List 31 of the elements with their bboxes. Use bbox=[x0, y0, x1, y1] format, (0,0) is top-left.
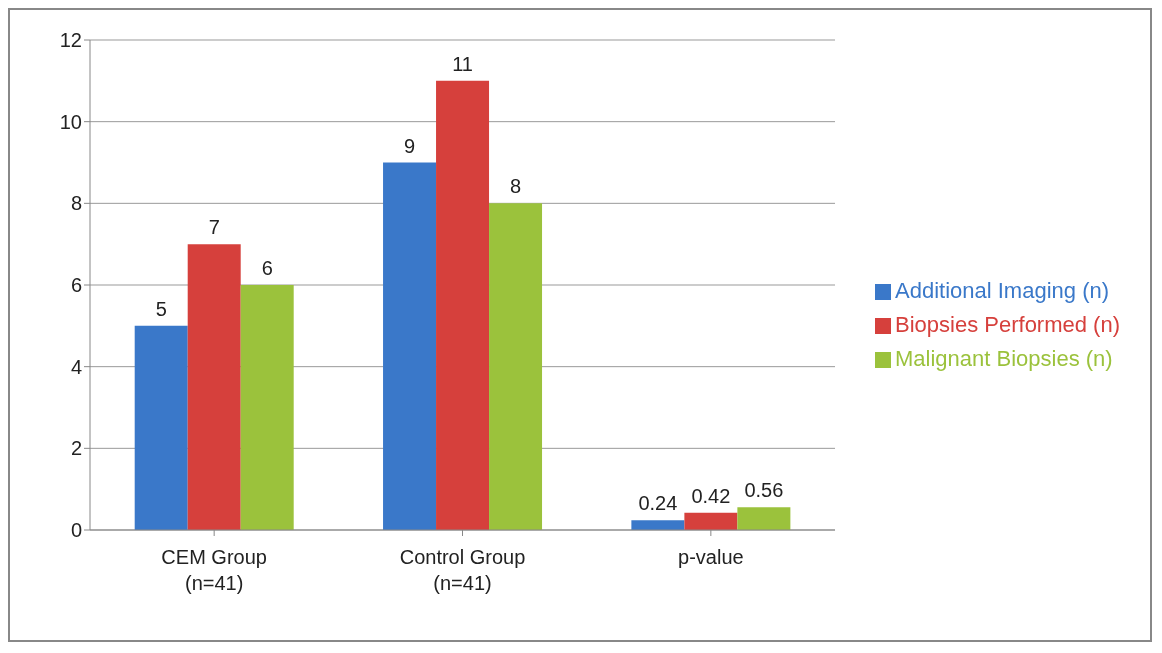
data-label: 9 bbox=[403, 134, 416, 157]
data-label: 0.42 bbox=[691, 484, 731, 507]
y-tick-label: 6 bbox=[70, 274, 82, 297]
bar bbox=[383, 162, 437, 530]
legend-label: Biopsies Performed (n) bbox=[895, 312, 1120, 337]
x-tick-label: p-value bbox=[678, 546, 744, 568]
y-tick-label: 8 bbox=[70, 192, 82, 215]
bar bbox=[631, 520, 685, 530]
bar bbox=[134, 325, 188, 530]
bar bbox=[436, 80, 490, 530]
y-tick-label: 4 bbox=[70, 355, 82, 378]
data-label: 7 bbox=[208, 216, 220, 239]
bar bbox=[684, 512, 738, 530]
y-tick-label: 2 bbox=[70, 437, 82, 460]
y-tick-label: 12 bbox=[59, 29, 82, 52]
bar bbox=[240, 285, 294, 530]
y-tick-label: 10 bbox=[59, 110, 82, 133]
bar bbox=[187, 244, 241, 530]
x-tick-label: Control Group (n=41) bbox=[399, 546, 526, 594]
bar bbox=[737, 507, 791, 530]
legend-label: Additional Imaging (n) bbox=[895, 278, 1110, 303]
y-tick-label: 0 bbox=[70, 519, 82, 542]
data-label: 8 bbox=[509, 175, 522, 198]
bar bbox=[489, 203, 543, 530]
x-tick-label: CEM Group (n=41) bbox=[161, 546, 267, 594]
data-label: 0.24 bbox=[638, 492, 678, 515]
legend-label: Malignant Biopsies (n) bbox=[895, 346, 1113, 371]
data-label: 11 bbox=[452, 52, 473, 75]
data-label: 6 bbox=[261, 257, 273, 279]
data-label: 5 bbox=[155, 297, 167, 320]
data-label: 0.56 bbox=[744, 479, 784, 502]
